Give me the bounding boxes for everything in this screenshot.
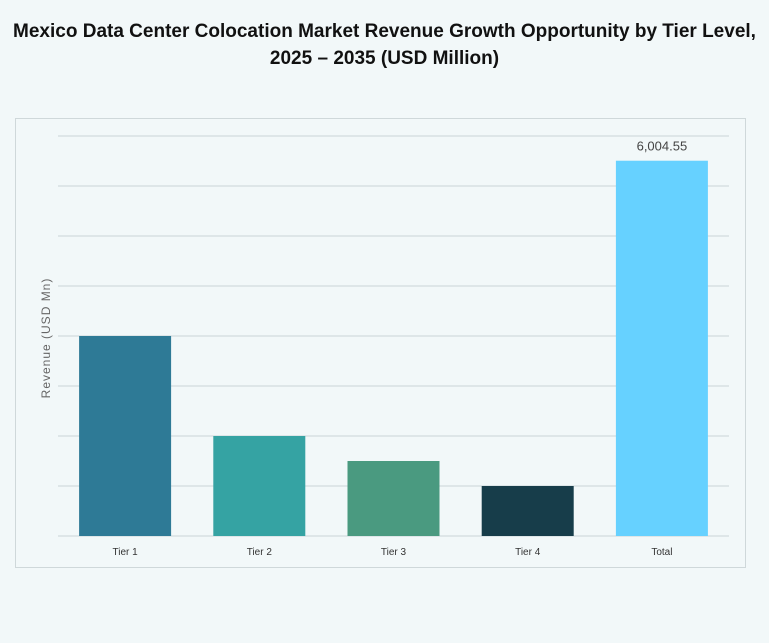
x-tick-label: Tier 1 — [112, 547, 138, 558]
bar-tier-4 — [481, 486, 574, 536]
x-tick-label: Total — [651, 547, 672, 558]
bar-total — [615, 160, 708, 536]
x-tick-label: Tier 3 — [381, 547, 407, 558]
bar-tier-2 — [213, 436, 306, 536]
y-axis-label: Revenue (USD Mn) — [39, 278, 53, 399]
chart-title: Mexico Data Center Colocation Market Rev… — [13, 21, 756, 69]
bar-tier-1 — [79, 336, 172, 536]
bar-tier-3 — [347, 461, 440, 536]
labels: Tier 1 Tier 2 Tier 3 Tier 4 Total 6,004.55 — [112, 139, 687, 558]
x-tick-label: Tier 2 — [247, 547, 273, 558]
bars — [79, 160, 708, 536]
data-label: 6,004.55 — [637, 139, 688, 154]
x-tick-label: Tier 4 — [515, 547, 541, 558]
